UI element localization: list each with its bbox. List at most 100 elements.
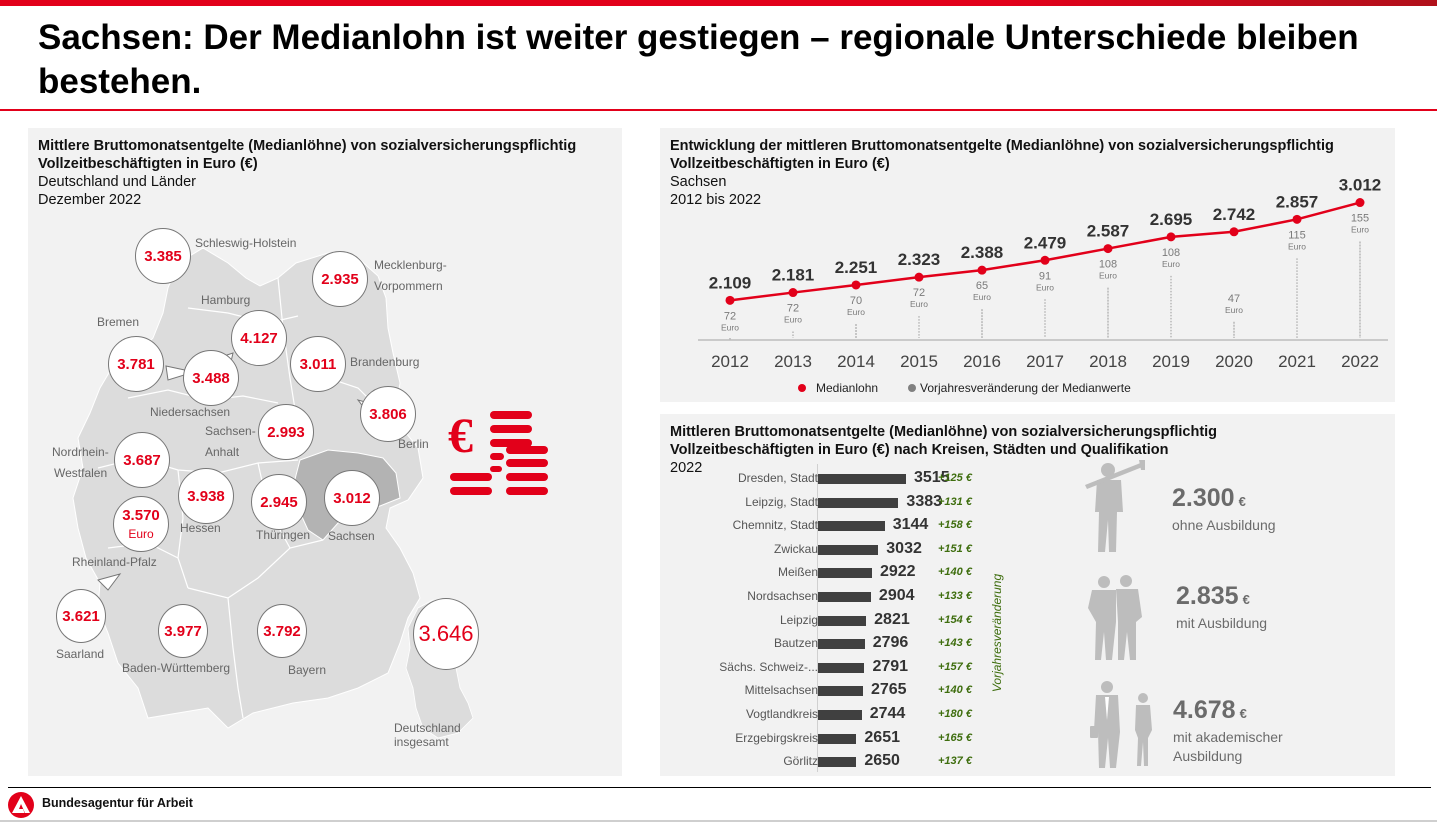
median-point-2021: [1292, 214, 1302, 224]
change-value-2016: 65: [976, 280, 988, 292]
change-value-2022: 155: [1351, 213, 1369, 225]
label-hessen: Hessen: [180, 521, 221, 535]
bubble-baden-wuerttemberg: 3.977: [158, 604, 208, 658]
legend-median-dot: [798, 384, 806, 392]
label-thueringen: Thüringen: [256, 528, 311, 542]
label-brandenburg: Brandenburg: [350, 355, 420, 369]
value-rheinland-pfalz: 3.570: [122, 507, 160, 524]
label-sachsen: Sachsen: [328, 529, 375, 543]
bubble-hamburg: 4.127: [231, 310, 287, 366]
districts-title: Mittleren Bruttomonatsentgelte (Medianlö…: [670, 424, 1218, 458]
district-name: Vogtlandkreis: [745, 707, 818, 721]
change-value-2013: 72: [787, 303, 799, 315]
district-bar: [818, 757, 857, 768]
x-tick-2017: 2017: [1026, 352, 1064, 371]
district-bar: [818, 544, 879, 555]
district-delta: +131 €: [938, 495, 972, 508]
district-delta: +165 €: [938, 731, 972, 744]
district-name: Dresden, Stadt: [737, 471, 818, 485]
label-germany-total-2: insgesamt: [394, 735, 449, 749]
change-unit-2020: Euro: [1225, 305, 1243, 315]
value-sachsen-anhalt: 2.993: [267, 423, 305, 441]
change-value-2018: 108: [1099, 259, 1117, 271]
median-point-2022: [1355, 198, 1365, 208]
label-bremen: Bremen: [97, 315, 140, 329]
bubble-rheinland-pfalz: 3.570 Euro: [113, 496, 169, 552]
median-point-2013: [788, 288, 798, 298]
median-label-2013: 2.181: [772, 266, 815, 285]
change-value-2021: 115: [1288, 229, 1306, 241]
change-unit-2016: Euro: [973, 292, 991, 302]
district-row: Nordsachsen 2904 +133 €: [660, 587, 1000, 607]
qual-ohne-unit: €: [1238, 494, 1246, 509]
value-hessen: 3.938: [187, 487, 225, 505]
academics-silhouette-icon: [1090, 681, 1152, 768]
district-value: 2922: [879, 563, 916, 581]
x-tick-2021: 2021: [1278, 352, 1316, 371]
median-label-2018: 2.587: [1087, 222, 1130, 241]
qual-mit-unit: €: [1242, 592, 1250, 607]
district-value: 2650: [864, 752, 900, 770]
map-panel: Mittlere Bruttomonatsentgelte (Medianlöh…: [28, 128, 622, 776]
x-tick-2020: 2020: [1215, 352, 1253, 371]
qual-ohne-ausbildung: 2.300 € ohne Ausbildung: [1172, 484, 1276, 535]
label-schleswig-holstein: Schleswig-Holstein: [195, 236, 297, 250]
district-row: Mittelsachsen 2765 +140 €: [660, 681, 1000, 701]
bubble-saarland: 3.621: [56, 589, 106, 643]
district-delta: +180 €: [938, 708, 972, 720]
change-value-2020: 47: [1228, 293, 1240, 305]
district-name: Nordsachsen: [747, 589, 818, 603]
line-chart-title: Entwicklung der mittleren Bruttomonatsen…: [670, 138, 1334, 172]
value-nordrhein-westfalen: 3.687: [123, 451, 161, 469]
median-point-2019: [1166, 232, 1176, 242]
district-row: Meißen 2922 +140 €: [660, 563, 1000, 583]
district-bar: [818, 592, 871, 602]
qual-akademisch: 4.678 € mit akademischer Ausbildung: [1173, 696, 1283, 766]
legend-median-label: Medianlohn: [816, 381, 879, 395]
x-tick-2018: 2018: [1089, 352, 1127, 371]
title-divider: [0, 109, 1437, 111]
label-sachsen-anhalt-2: Anhalt: [205, 445, 240, 459]
value-thueringen: 2.945: [260, 493, 298, 511]
change-value-2014: 70: [850, 295, 862, 307]
median-label-2012: 2.109: [709, 273, 752, 292]
district-name: Sächs. Schweiz-...: [719, 659, 818, 674]
change-unit-2017: Euro: [1036, 282, 1054, 292]
median-label-2022: 3.012: [1339, 176, 1382, 195]
line-chart-subtitle-period: 2012 bis 2022: [670, 192, 762, 208]
qual-akad-unit: €: [1239, 706, 1247, 721]
district-value: 2744: [869, 705, 906, 722]
district-value: 2651: [864, 728, 900, 746]
value-sachsen: 3.012: [333, 489, 371, 507]
qual-ohne-label: ohne Ausbildung: [1172, 517, 1276, 533]
change-value-2017: 91: [1039, 270, 1051, 282]
district-bar: [818, 662, 865, 673]
district-delta: +143 €: [938, 637, 972, 650]
district-bar: [818, 733, 857, 744]
district-delta: +157 €: [938, 660, 972, 673]
svg-text:€: €: [448, 408, 473, 463]
x-tick-2015: 2015: [900, 352, 938, 371]
district-delta: +137 €: [938, 755, 972, 768]
value-baden-wuerttemberg: 3.977: [164, 622, 202, 640]
footer-divider: [8, 787, 1431, 788]
median-label-2016: 2.388: [961, 243, 1004, 262]
legend-change: Vorjahresveränderung der Medianwerte: [908, 381, 1131, 395]
district-delta: +133 €: [938, 590, 972, 602]
value-saarland: 3.621: [62, 607, 100, 625]
district-bar: [818, 710, 862, 720]
district-name: Chemnitz, Stadt: [732, 518, 818, 533]
median-label-2021: 2.857: [1276, 192, 1319, 211]
median-point-2012: [725, 295, 735, 305]
delta-axis-label-text: Vorjahresveränderung: [990, 573, 1004, 693]
x-tick-2019: 2019: [1152, 352, 1190, 371]
legend-median: Medianlohn: [798, 381, 878, 395]
district-name: Meißen: [777, 565, 818, 580]
qual-akad-label-1: mit akademischer: [1173, 729, 1283, 745]
label-nrw-2: Westfalen: [54, 466, 108, 480]
district-delta: +125 €: [938, 472, 972, 484]
district-value: 2791: [872, 657, 909, 675]
value-brandenburg: 3.011: [299, 355, 337, 373]
label-berlin: Berlin: [398, 437, 429, 451]
value-bayern: 3.792: [263, 622, 301, 640]
